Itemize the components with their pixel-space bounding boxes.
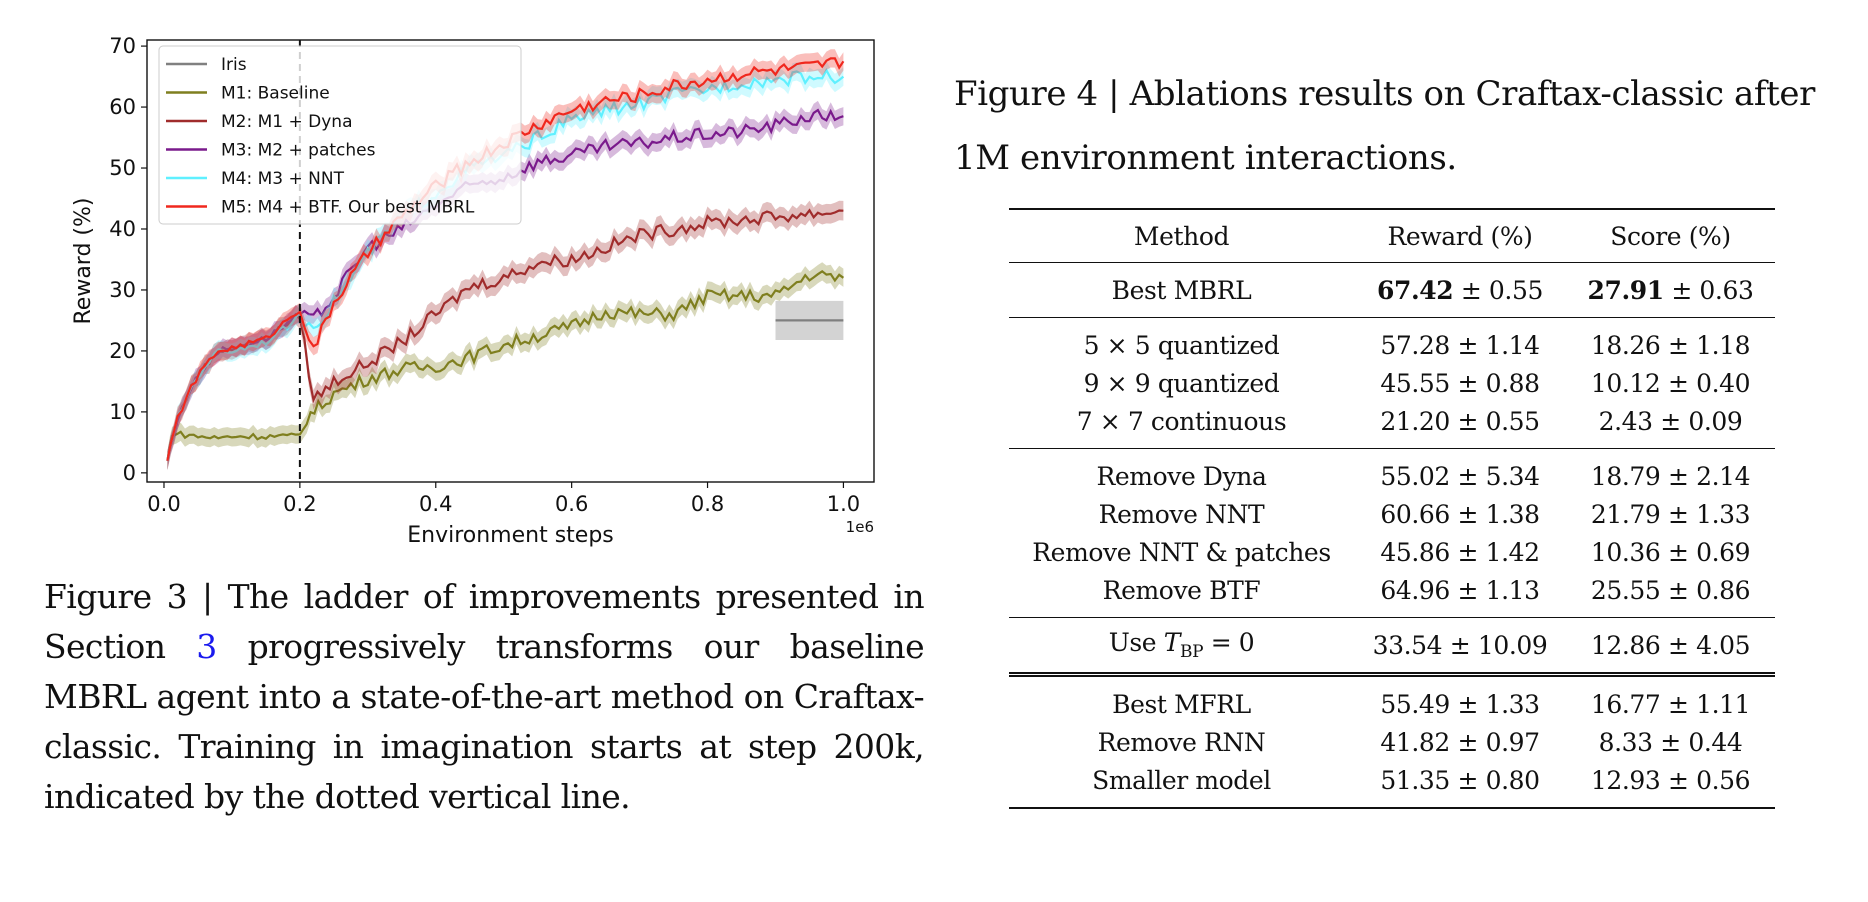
section-link[interactable]: 3: [196, 627, 217, 666]
score-bold: 27.91: [1587, 275, 1664, 305]
series-line: [166, 269, 845, 461]
score-cell: 10.36 ± 0.69: [1590, 537, 1751, 567]
legend-label: M2: M1 + Dyna: [221, 112, 353, 132]
legend-box: [158, 45, 522, 225]
y-tick-label: 20: [109, 339, 136, 363]
reward-cell: 33.54 ± 10.09: [1372, 630, 1548, 660]
table-row: Remove NNT & patches 45.86 ± 1.42 10.36 ± …: [1009, 533, 1775, 571]
figure-3-caption: Figure 3 | The ladder of improvements pr…: [44, 572, 925, 822]
legend-label: M1: Baseline: [221, 84, 330, 104]
y-tick-label: 40: [109, 217, 136, 241]
y-tick-label: 10: [109, 400, 136, 424]
x-offset-label: 1e6: [846, 518, 874, 536]
method-cell: 9 × 9 quantized: [1083, 368, 1280, 398]
method-cell: Remove Dyna: [1096, 461, 1267, 491]
table-row: 7 × 7 continuous 21.20 ± 0.55 2.43 ± 0.09: [1009, 402, 1775, 449]
score-cell: 8.33 ± 0.44: [1598, 727, 1743, 757]
method-cell: Use TBP = 0: [1009, 618, 1354, 675]
y-axis-label: Reward (%): [71, 198, 96, 325]
legend-label: M3: M2 + patches: [221, 141, 376, 161]
reward-cell: 55.02 ± 5.34: [1380, 461, 1540, 491]
x-tick-label: 0.4: [419, 492, 452, 516]
reward-cell: 57.28 ± 1.14: [1380, 330, 1540, 360]
method-cell: Remove BTF: [1102, 575, 1261, 605]
reward-cell: 60.66 ± 1.38: [1380, 499, 1540, 529]
tbp-var: T: [1163, 628, 1181, 657]
y-tick-label: 70: [109, 34, 136, 58]
figure-4-caption: Figure 4 | Ablations results on Craftax-…: [954, 74, 1815, 178]
tbp-sub: BP: [1180, 642, 1204, 662]
y-tick-label: 30: [109, 278, 136, 302]
method-cell: Best MBRL: [1111, 275, 1252, 305]
method-cell: Remove RNN: [1097, 727, 1266, 757]
reward-cell: 55.49 ± 1.33: [1380, 689, 1540, 719]
method-cell: Smaller model: [1092, 765, 1271, 795]
score-cell: 21.79 ± 1.33: [1590, 499, 1751, 529]
x-axis-label: Environment steps: [407, 523, 614, 548]
x-tick-label: 0.6: [555, 492, 588, 516]
table-header-row: Method Reward (%) Score (%): [1009, 209, 1775, 263]
method-cell: Remove NNT & patches: [1032, 537, 1331, 567]
reward-cell: 64.96 ± 1.13: [1380, 575, 1540, 605]
legend-label: Iris: [221, 55, 247, 75]
series-band: [167, 262, 844, 470]
table-row: Remove NNT 60.66 ± 1.38 21.79 ± 1.33: [1009, 495, 1775, 533]
table-row: 5 × 5 quantized 57.28 ± 1.14 18.26 ± 1.18: [1009, 318, 1775, 365]
x-tick-label: 1.0: [827, 492, 860, 516]
table-row: Remove BTF 64.96 ± 1.13 25.55 ± 0.86: [1009, 571, 1775, 618]
table-row: Use TBP = 0 33.54 ± 10.09 12.86 ± 4.05: [1009, 618, 1775, 675]
plot-frame: [146, 39, 875, 483]
tbp-suffix: = 0: [1203, 628, 1255, 657]
score-cell: 12.86 ± 4.05: [1590, 630, 1751, 660]
reward-bold: 67.42: [1376, 275, 1454, 305]
y-tick-label: 0: [123, 461, 136, 485]
legend-label: M5: M4 + BTF. Our best MBRL: [221, 198, 475, 218]
y-tick-label: 50: [109, 156, 136, 180]
score-cell: 12.93 ± 0.56: [1590, 765, 1751, 795]
caption-text: progressively transforms our baseline MB…: [44, 627, 925, 816]
table-row: Best MFRL 55.49 ± 1.33 16.77 ± 1.11: [1009, 675, 1775, 724]
y-tick-label: 60: [109, 95, 136, 119]
x-tick-label: 0.2: [283, 492, 316, 516]
tbp-prefix: Use: [1108, 628, 1164, 657]
caption-text: Figure 3 | The ladder of improvements pr…: [44, 577, 925, 666]
ablation-table: Method Reward (%) Score (%) Best MBRL 67…: [1009, 208, 1775, 809]
header-reward: Reward (%): [1387, 221, 1533, 251]
method-cell: 5 × 5 quantized: [1083, 330, 1280, 360]
score-cell: 25.55 ± 0.86: [1590, 575, 1751, 605]
table-row: 9 × 9 quantized 45.55 ± 0.88 10.12 ± 0.40: [1009, 364, 1775, 402]
x-tick-label: 0.8: [691, 492, 724, 516]
table-row: Best MBRL 67.42 ± 0.55 27.91 ± 0.63: [1009, 263, 1775, 318]
score-cell: 27.91 ± 0.63: [1566, 263, 1775, 318]
method-cell: Remove NNT: [1098, 499, 1265, 529]
reward-cell: 45.86 ± 1.42: [1380, 537, 1540, 567]
table-row: Smaller model 51.35 ± 0.80 12.93 ± 0.56: [1009, 761, 1775, 808]
header-score: Score (%): [1610, 221, 1731, 251]
reward-cell: 67.42 ± 0.55: [1354, 263, 1566, 318]
score-cell: 18.26 ± 1.18: [1590, 330, 1751, 360]
reward-cell: 41.82 ± 0.97: [1380, 727, 1540, 757]
reward-chart: 0 10 20 30 40 50 60 70 0.0 0.2 0.4 0.6 0.8 1.0 Environ…: [71, 34, 875, 548]
x-tick-label: 0.0: [147, 492, 180, 516]
reward-cell: 45.55 ± 0.88: [1380, 368, 1540, 398]
reward-cell: 21.20 ± 0.55: [1380, 406, 1540, 436]
score-cell: 2.43 ± 0.09: [1598, 406, 1743, 436]
table-row: Remove Dyna 55.02 ± 5.34 18.79 ± 2.14: [1009, 449, 1775, 496]
method-cell: Best MFRL: [1112, 689, 1251, 719]
legend-label: M4: M3 + NNT: [221, 169, 345, 189]
reward-err: ± 0.55: [1453, 275, 1544, 305]
header-method: Method: [1133, 221, 1230, 251]
reward-cell: 51.35 ± 0.80: [1380, 765, 1540, 795]
table-row: Remove RNN 41.82 ± 0.97 8.33 ± 0.44: [1009, 723, 1775, 761]
score-cell: 16.77 ± 1.11: [1590, 689, 1751, 719]
score-cell: 10.12 ± 0.40: [1590, 368, 1751, 398]
score-err: ± 0.63: [1663, 275, 1754, 305]
method-cell: 7 × 7 continuous: [1076, 406, 1287, 436]
score-cell: 18.79 ± 2.14: [1590, 461, 1751, 491]
